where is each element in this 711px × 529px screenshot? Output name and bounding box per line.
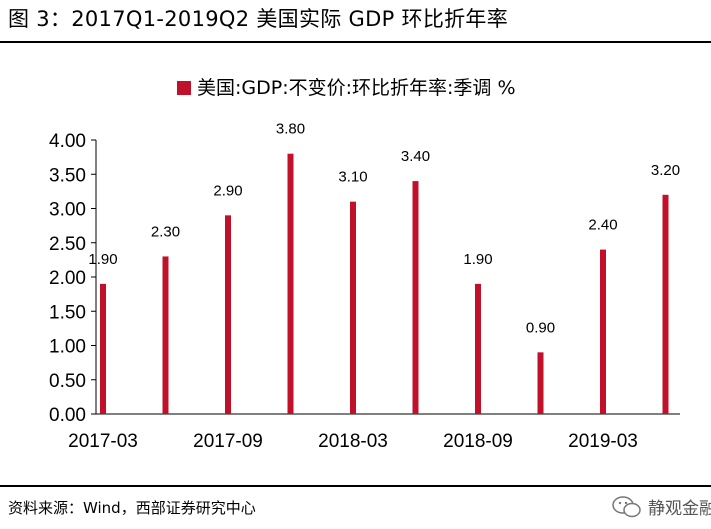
data-label: 3.10 bbox=[338, 169, 367, 186]
bar bbox=[225, 215, 231, 414]
watermark-text: 静观金融 bbox=[648, 499, 711, 519]
x-tick-label: 2017-09 bbox=[193, 431, 263, 452]
chart-legend: 美国:GDP:不变价:环比折年率:季调 % bbox=[177, 76, 516, 100]
bar bbox=[537, 352, 544, 414]
data-label: 3.80 bbox=[276, 121, 305, 138]
data-label: 3.20 bbox=[651, 162, 680, 179]
data-label: 1.90 bbox=[88, 251, 117, 268]
data-label: 1.90 bbox=[463, 251, 492, 268]
data-label: 2.40 bbox=[588, 217, 617, 234]
y-tick-label: 2.00 bbox=[49, 268, 86, 289]
bar-chart: 0.00 0.50 1.00 1.50 2.00 2.50 3.00 3.50 4.00 1.90… bbox=[49, 121, 680, 452]
data-label: 3.40 bbox=[401, 148, 430, 165]
x-tick-label: 2018-09 bbox=[443, 431, 513, 452]
y-tick-label: 2.50 bbox=[49, 234, 86, 255]
bottom-rule bbox=[0, 485, 711, 487]
x-tick-label: 2018-03 bbox=[318, 431, 388, 452]
y-tick-label: 3.50 bbox=[49, 165, 86, 186]
bar bbox=[100, 283, 106, 414]
legend-swatch bbox=[177, 81, 191, 95]
figure-title: 图 3：2017Q1-2019Q2 美国实际 GDP 环比折年率 bbox=[8, 7, 509, 31]
x-tick-label: 2019-03 bbox=[568, 431, 638, 452]
y-tick-label: 0.00 bbox=[49, 405, 86, 426]
y-tick-label: 0.50 bbox=[49, 371, 86, 392]
bar bbox=[662, 194, 669, 414]
bar bbox=[162, 256, 169, 414]
y-tick-label: 1.50 bbox=[49, 302, 86, 323]
y-tick-label: 1.00 bbox=[49, 337, 86, 358]
bar bbox=[600, 249, 606, 414]
bar bbox=[412, 181, 419, 414]
data-label: 2.30 bbox=[151, 223, 180, 240]
watermark: 静观金融 bbox=[612, 494, 711, 519]
data-label: 0.90 bbox=[526, 319, 555, 336]
source-note: 资料来源：Wind，西部证券研究中心 bbox=[8, 499, 256, 517]
bar bbox=[350, 201, 356, 414]
bar bbox=[475, 283, 481, 414]
wechat-icon bbox=[612, 495, 641, 517]
y-tick-label: 4.00 bbox=[49, 131, 86, 152]
x-tick-label: 2017-03 bbox=[68, 431, 138, 452]
legend-label: 美国:GDP:不变价:环比折年率:季调 % bbox=[197, 77, 516, 99]
y-tick-label: 3.00 bbox=[49, 200, 86, 221]
top-rule bbox=[0, 41, 711, 43]
bar bbox=[287, 153, 294, 414]
data-label: 2.90 bbox=[213, 182, 242, 199]
